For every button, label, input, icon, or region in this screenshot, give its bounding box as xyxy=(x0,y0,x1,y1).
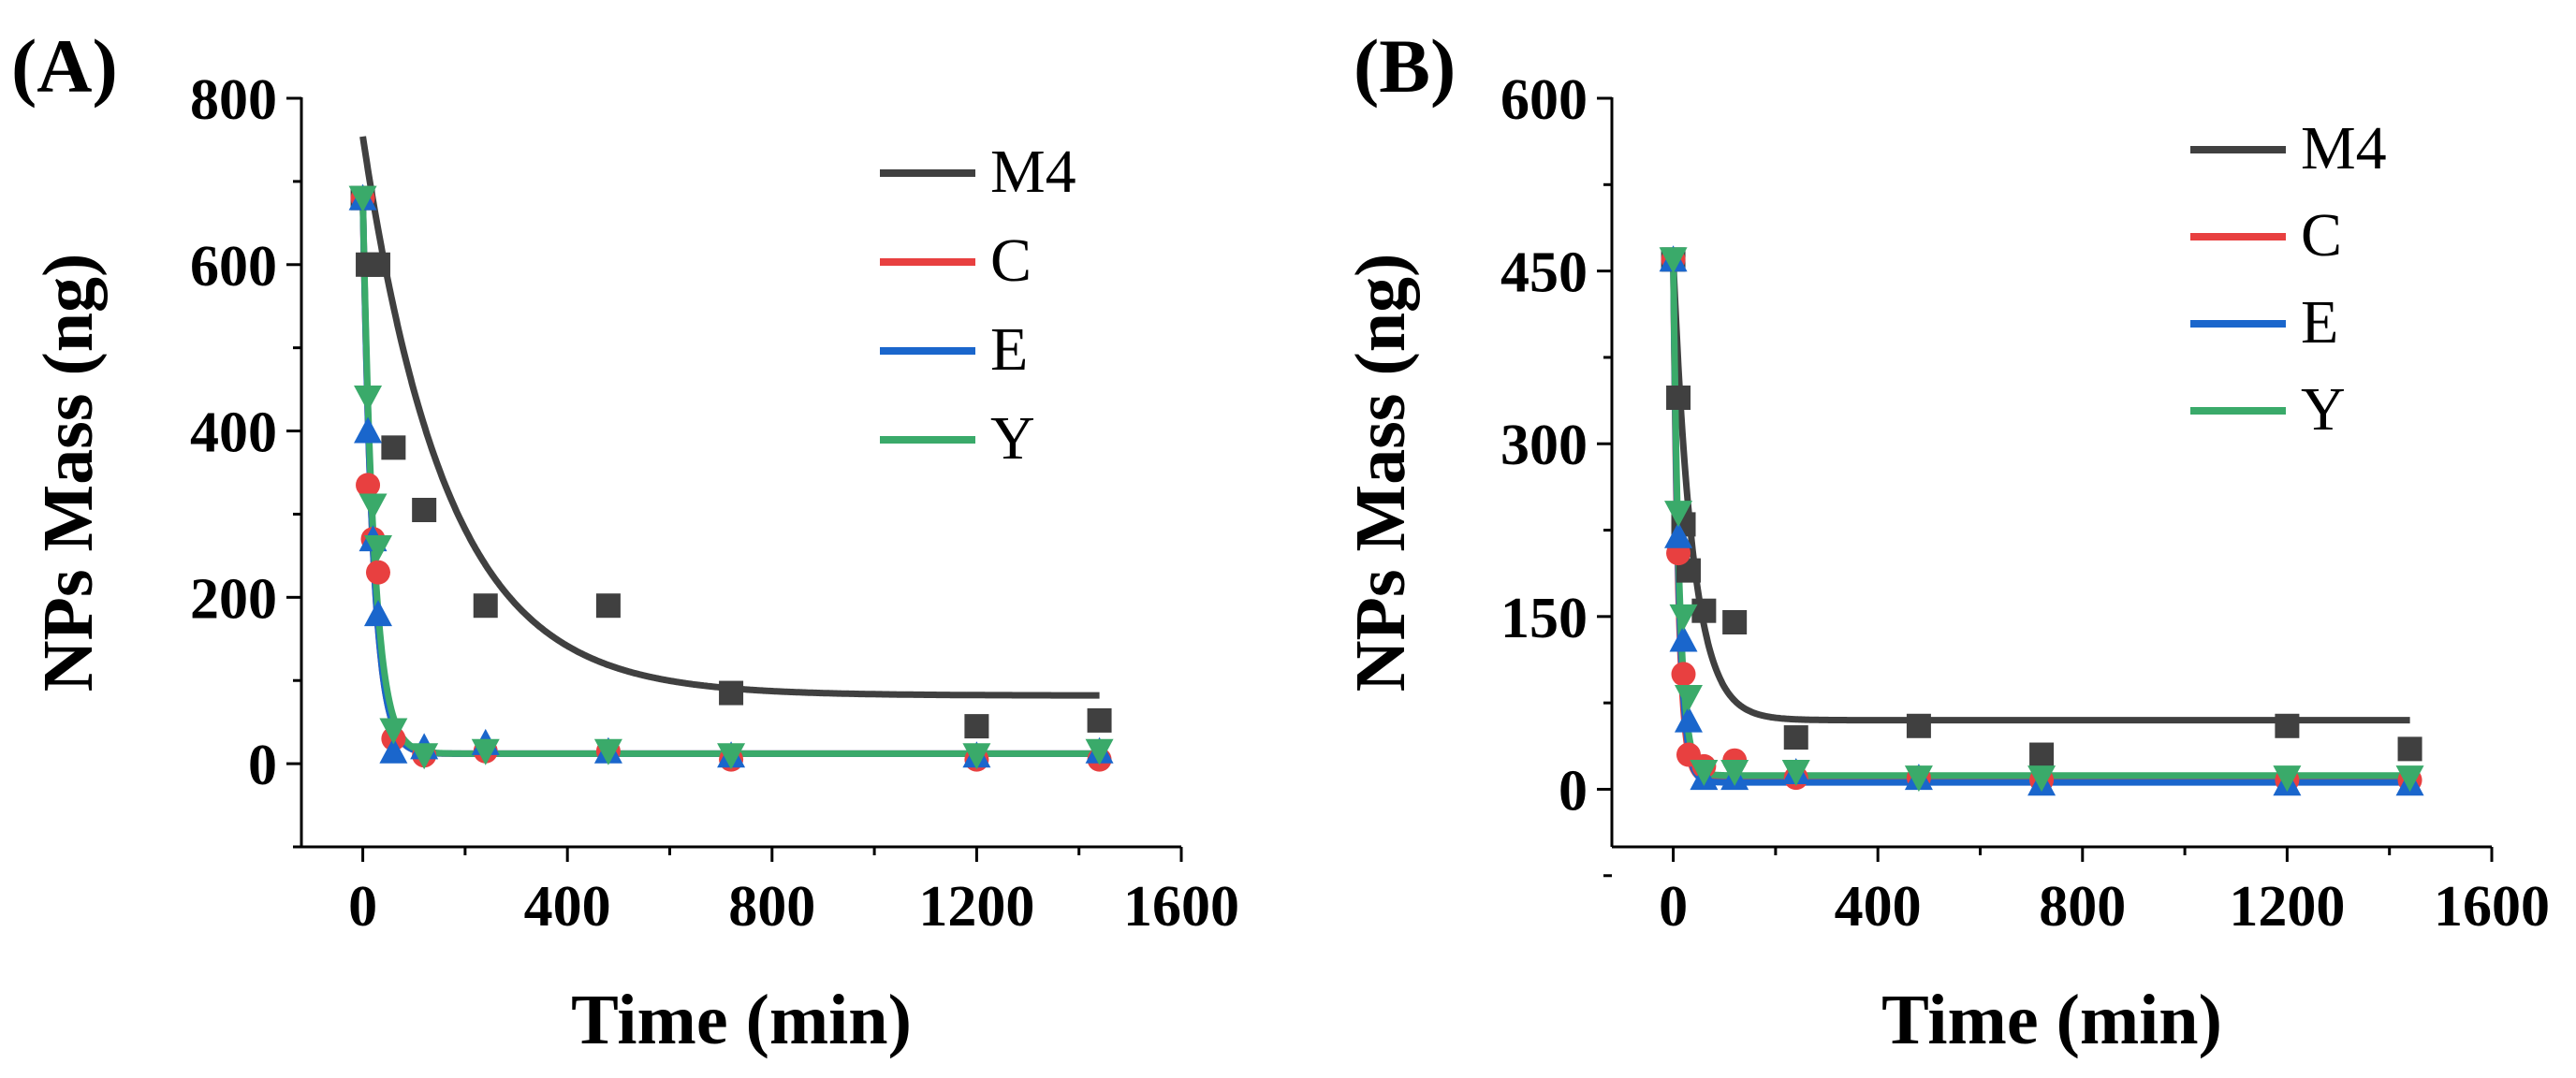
data-point-y xyxy=(1664,501,1693,528)
legend-label-e: E xyxy=(2301,288,2338,357)
data-point-y xyxy=(593,738,622,765)
data-point-y xyxy=(471,738,500,765)
data-point-c xyxy=(1671,662,1696,687)
data-point-m4 xyxy=(1691,598,1717,623)
data-point-y xyxy=(2395,765,2424,793)
data-point-m4 xyxy=(964,714,989,739)
data-point-e xyxy=(363,600,392,627)
y-tick-label: 450 xyxy=(1500,241,1588,305)
fit-line-c xyxy=(1670,259,2412,784)
data-point-m4 xyxy=(1666,386,1691,410)
data-point-c xyxy=(365,560,390,585)
data-point-y xyxy=(1085,738,1114,765)
data-point-m4 xyxy=(719,680,744,706)
data-point-y xyxy=(379,718,408,745)
x-tick-label: 1200 xyxy=(918,875,1034,939)
data-point-m4 xyxy=(1906,713,1931,738)
panel-label: (B) xyxy=(1354,23,1456,109)
data-point-e xyxy=(354,416,383,444)
y-tick-label: 200 xyxy=(190,567,277,631)
fit-line-m4 xyxy=(359,136,1102,699)
data-point-e xyxy=(1669,625,1698,652)
plot-area xyxy=(348,136,1114,772)
data-point-y xyxy=(410,743,439,770)
data-point-e xyxy=(1664,521,1693,548)
data-point-m4 xyxy=(365,252,390,277)
data-point-y xyxy=(359,493,388,520)
data-point-e xyxy=(379,736,408,764)
fit-line-y xyxy=(1670,259,2412,779)
legend: M4 CEY xyxy=(880,138,1076,473)
data-point-y xyxy=(717,743,746,770)
data-point-y xyxy=(1690,760,1719,786)
panel-label: (A) xyxy=(11,23,118,109)
x-tick-label: 800 xyxy=(728,875,815,939)
data-point-y xyxy=(1659,247,1688,274)
legend-label-y: Y xyxy=(2301,375,2346,444)
x-tick-label: 0 xyxy=(348,875,377,939)
x-tick-label: 400 xyxy=(524,875,611,939)
chart-panel-b: (B) 0 150 300 450 600 0 400 800 1200 1600 Time (min… xyxy=(1341,23,2550,1059)
data-point-m4 xyxy=(412,498,437,522)
y-tick-label: 600 xyxy=(190,235,277,299)
x-tick-label: 400 xyxy=(1835,875,1922,939)
x-tick-label: 1600 xyxy=(2434,875,2550,939)
y-tick-label: 800 xyxy=(190,68,277,132)
data-point-y xyxy=(2273,765,2302,793)
data-point-y xyxy=(1781,760,1810,786)
data-point-m4 xyxy=(2397,736,2422,762)
x-tick-label: 1600 xyxy=(1123,875,1239,939)
data-point-m4 xyxy=(595,593,621,619)
y-tick-label: 600 xyxy=(1500,68,1588,132)
data-point-y xyxy=(2027,765,2056,793)
y-tick-label: 300 xyxy=(1500,414,1588,477)
y-tick-label: 0 xyxy=(1559,759,1588,823)
x-tick-label: 800 xyxy=(2039,875,2126,939)
x-tick-label: 0 xyxy=(1659,875,1688,939)
data-point-y xyxy=(348,185,377,212)
plot-area xyxy=(1659,245,2424,796)
legend-label-c: C xyxy=(2301,201,2342,270)
data-point-e xyxy=(1674,706,1703,733)
legend-label-y: Y xyxy=(990,404,1035,473)
data-point-y xyxy=(962,743,991,770)
y-axis-title: NPs Mass (ng) xyxy=(1341,254,1420,692)
data-point-m4 xyxy=(1722,610,1748,634)
y-axis-title: NPs Mass (ng) xyxy=(29,254,108,692)
chart-panel-a: (A) 0 200 400 600 800 0 400 800 1200 1600 Time (min… xyxy=(11,23,1239,1059)
x-tick-label: 1200 xyxy=(2229,875,2345,939)
data-point-m4 xyxy=(473,593,498,619)
data-point-y xyxy=(363,535,392,561)
fit-line-e xyxy=(1670,259,2412,786)
legend-label-c: C xyxy=(990,226,1032,295)
fit-line-e xyxy=(359,197,1102,757)
fit-line-y xyxy=(359,197,1102,757)
data-point-y xyxy=(354,386,383,412)
y-tick-label: 150 xyxy=(1500,587,1588,650)
data-point-m4 xyxy=(1087,707,1112,733)
y-tick-label: 400 xyxy=(190,401,277,465)
x-axis-title: Time (min) xyxy=(1881,981,2222,1059)
legend-label-e: E xyxy=(990,315,1028,384)
data-point-y xyxy=(1669,604,1698,631)
y-tick-label: 0 xyxy=(248,734,277,797)
data-point-y xyxy=(1720,760,1749,786)
x-axis-title: Time (min) xyxy=(571,981,912,1059)
data-point-m4 xyxy=(381,435,406,460)
legend: M4 CEY xyxy=(2190,114,2387,444)
data-point-y xyxy=(1904,765,1933,793)
data-point-m4 xyxy=(1783,725,1808,750)
fit-line-m4 xyxy=(1670,259,2412,724)
data-point-c xyxy=(356,473,381,498)
fit-line-c xyxy=(359,197,1102,757)
legend-label-m4: M4 xyxy=(990,138,1076,206)
data-point-m4 xyxy=(2029,742,2055,767)
data-point-m4 xyxy=(2275,713,2300,738)
legend-label-m4: M4 xyxy=(2301,114,2387,182)
data-point-y xyxy=(1674,685,1703,711)
